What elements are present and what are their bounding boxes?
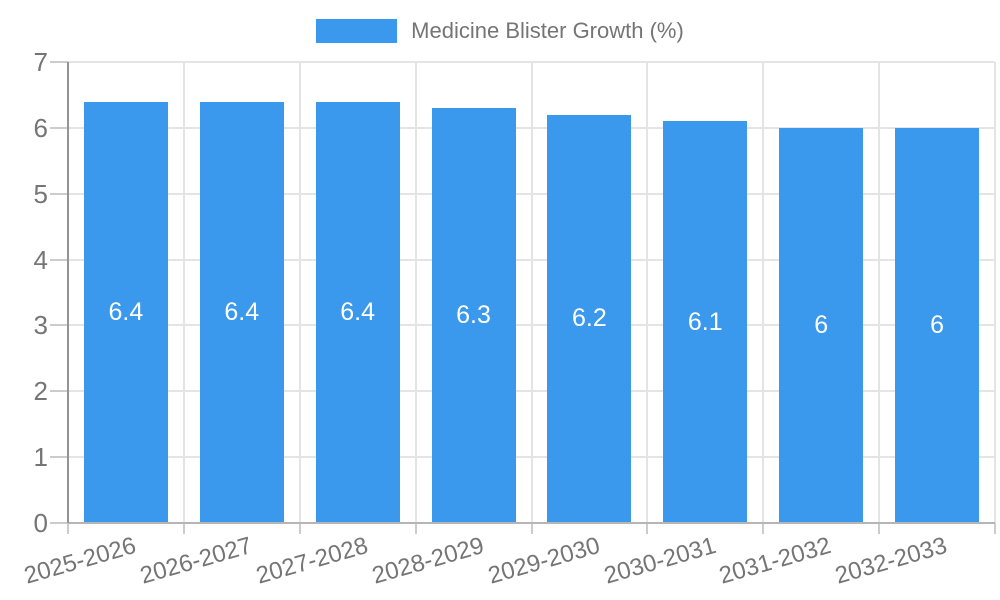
x-tick-mark [878, 523, 881, 534]
x-tick-mark [67, 523, 69, 534]
bar-value-label: 6.4 [224, 297, 260, 326]
x-tick-label: 2028-2029 [368, 532, 487, 590]
bar-value-label: 6.4 [340, 297, 376, 326]
x-tick-mark [762, 523, 765, 534]
y-tick-mark [50, 192, 68, 195]
gridline-vertical [182, 62, 185, 523]
x-tick-label: 2026-2027 [137, 532, 255, 590]
bar[interactable]: 6 [895, 127, 980, 523]
bar[interactable]: 6.4 [315, 101, 400, 523]
x-axis-line [68, 522, 995, 524]
legend-label: Medicine Blister Growth (%) [411, 18, 684, 43]
plot-area: 6.4 6.4 6.4 6.3 6.2 6.1 6 6 [67, 61, 996, 524]
bar[interactable]: 6.3 [431, 108, 516, 523]
bar-value-label: 6 [930, 310, 944, 339]
y-tick-label: 6 [33, 112, 48, 143]
chart-legend[interactable]: Medicine Blister Growth (%) [0, 19, 1000, 43]
gridline-vertical [298, 62, 301, 523]
x-tick-mark [994, 523, 996, 534]
x-tick-mark [530, 523, 533, 534]
bar[interactable]: 6 [779, 127, 864, 523]
x-tick-mark [646, 523, 649, 534]
y-tick-mark [50, 456, 68, 459]
y-tick-label: 0 [33, 508, 48, 538]
y-tick-mark [50, 258, 68, 261]
bar-value-label: 6.1 [687, 307, 723, 336]
x-tick-label: 2032-2033 [832, 532, 951, 590]
bar-value-label: 6.2 [572, 304, 607, 333]
bar[interactable]: 6.2 [547, 114, 632, 523]
gridline-vertical [530, 62, 533, 523]
gridline-vertical [414, 62, 417, 523]
gridline-vertical [878, 62, 881, 523]
x-tick-mark [414, 523, 417, 534]
y-tick-label: 5 [33, 178, 48, 209]
y-tick-mark [50, 522, 68, 524]
y-tick-mark [50, 324, 68, 327]
x-tick-label: 2030-2031 [600, 532, 719, 590]
legend-swatch-icon [316, 19, 398, 43]
x-tick-mark [298, 523, 301, 534]
bar[interactable]: 6.4 [199, 101, 284, 523]
y-tick-mark [50, 61, 68, 63]
y-tick-label: 2 [33, 376, 48, 407]
x-tick-mark [182, 523, 185, 534]
y-tick-mark [50, 390, 68, 393]
gridline-vertical [762, 62, 765, 523]
gridline-vertical [646, 62, 649, 523]
x-tick-label: 2027-2028 [253, 532, 371, 590]
bar-value-label: 6.3 [456, 301, 491, 330]
bar[interactable]: 6.4 [83, 101, 168, 523]
y-tick-label: 7 [33, 47, 48, 77]
bar[interactable]: 6.1 [663, 121, 748, 523]
y-tick-label: 4 [33, 244, 48, 275]
y-tick-mark [50, 126, 68, 129]
gridline-vertical [994, 62, 996, 523]
y-axis-line [67, 62, 69, 523]
x-tick-label: 2025-2026 [21, 532, 140, 590]
x-tick-label: 2031-2032 [716, 532, 835, 590]
bar-value-label: 6 [814, 310, 829, 339]
y-tick-label: 3 [33, 310, 48, 341]
x-tick-label: 2029-2030 [484, 532, 603, 590]
y-tick-label: 1 [33, 442, 48, 473]
bar-value-label: 6.4 [108, 297, 144, 326]
